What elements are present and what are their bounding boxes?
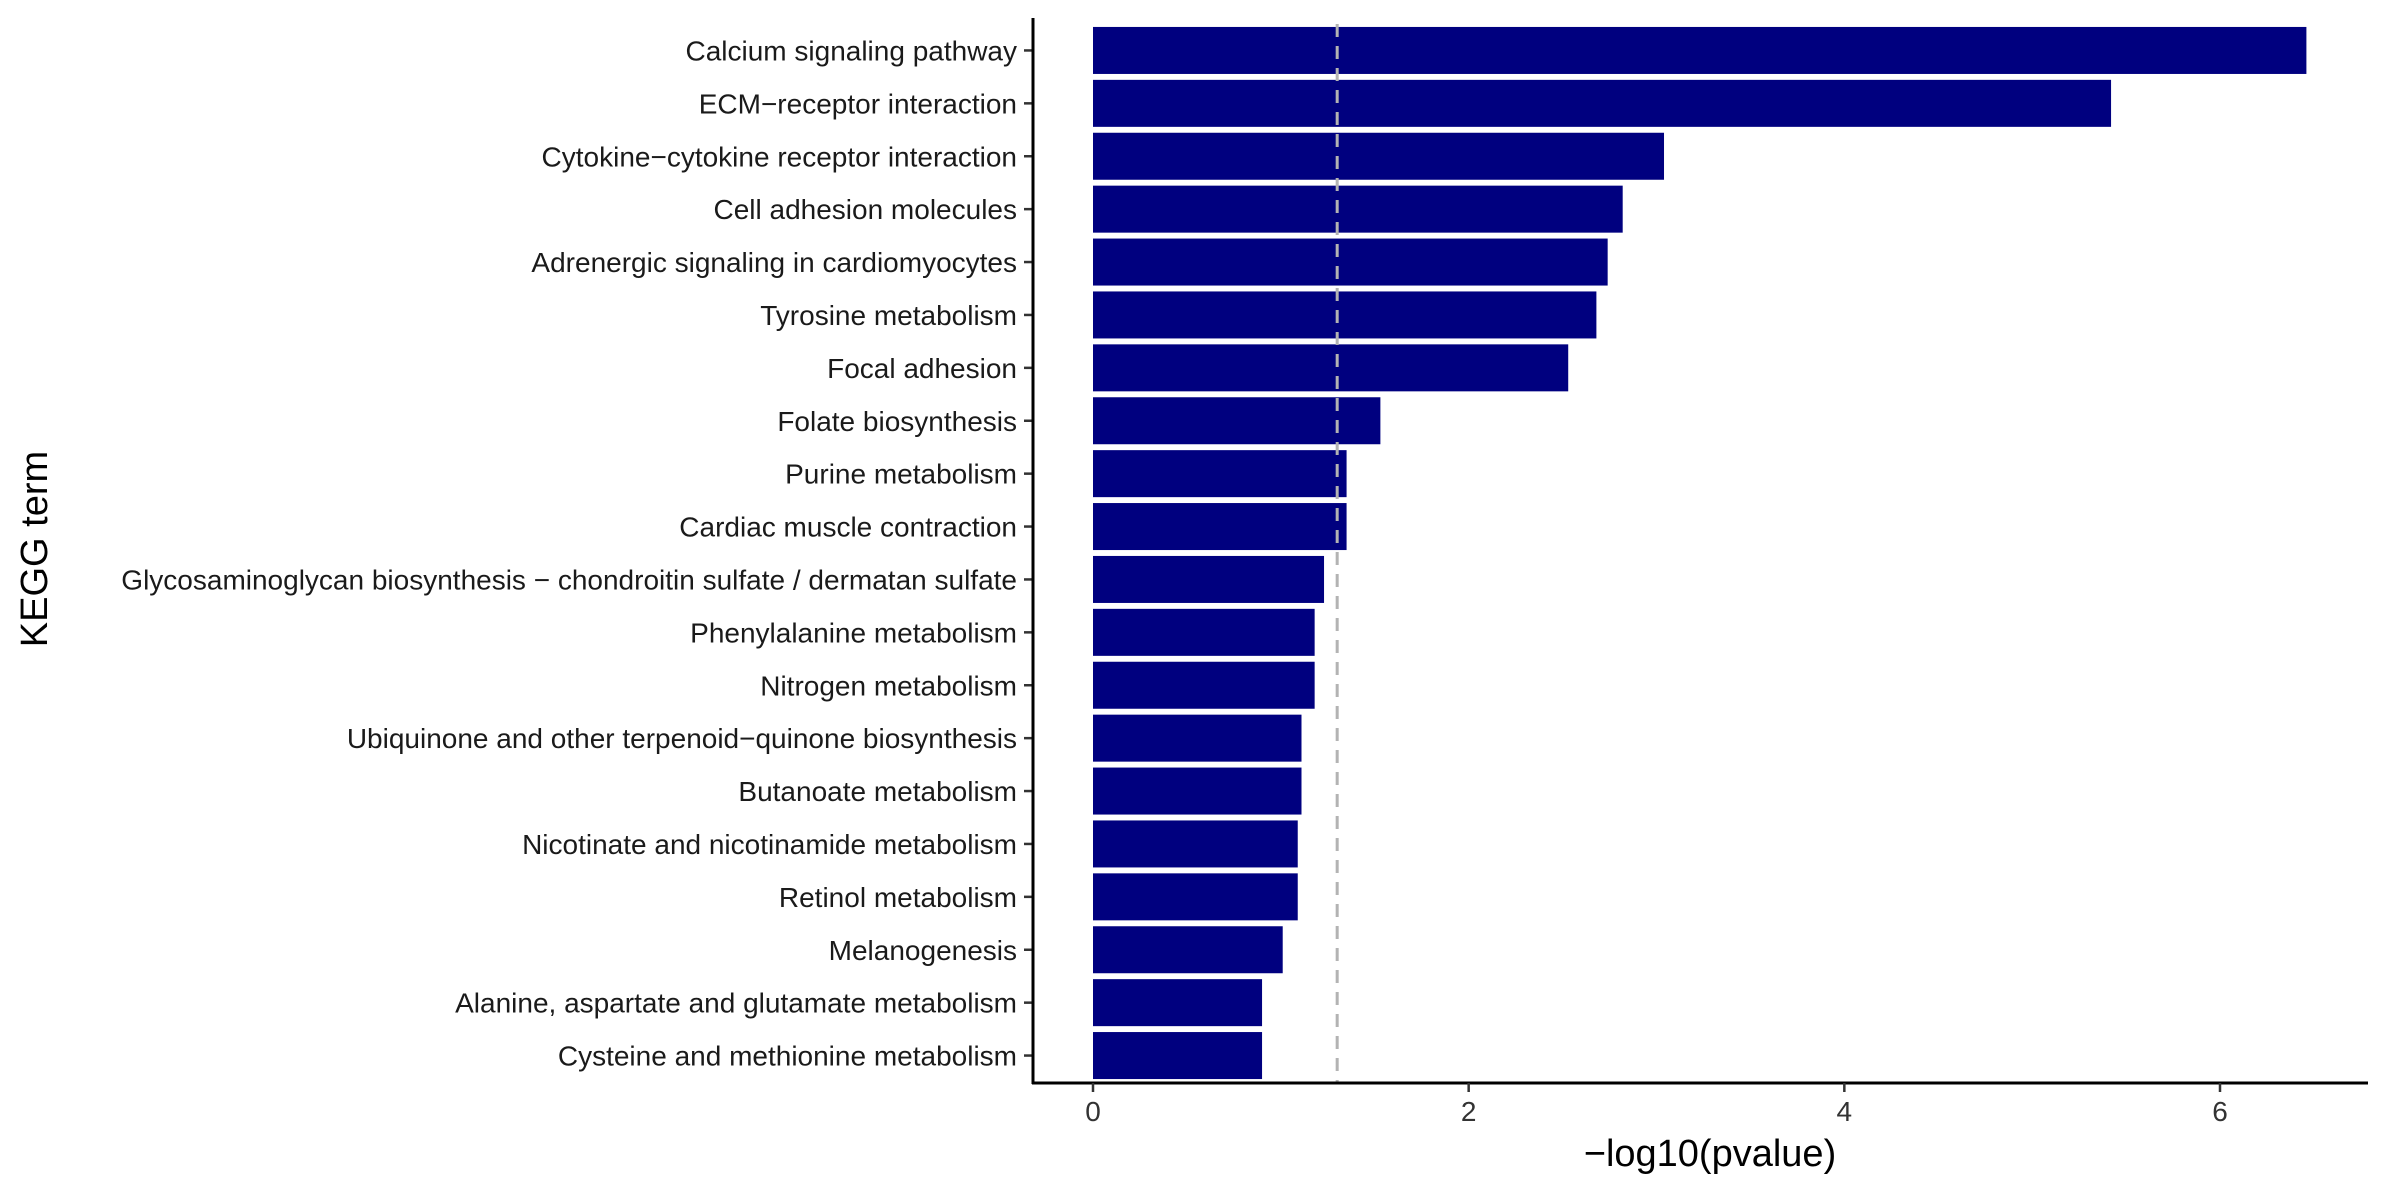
category-label: Cytokine−cytokine receptor interaction [542,141,1017,172]
bar-18 [1093,926,1283,974]
category-label: Nitrogen metabolism [760,670,1017,701]
category-label: Alanine, aspartate and glutamate metabol… [455,988,1017,1019]
category-label: Tyrosine metabolism [760,300,1017,331]
category-label: Purine metabolism [785,459,1017,490]
category-label: Folate biosynthesis [777,406,1017,437]
category-label: Cardiac muscle contraction [679,512,1017,543]
category-label: Glycosaminoglycan biosynthesis − chondro… [121,564,1017,595]
x-axis-title: −log10(pvalue) [1584,1133,1836,1175]
category-label: Butanoate metabolism [738,776,1017,807]
bar-8 [1093,397,1381,445]
category-label: Phenylalanine metabolism [690,617,1017,648]
bar-19 [1093,979,1263,1027]
category-label: Adrenergic signaling in cardiomyocytes [531,247,1017,278]
category-label: Focal adhesion [827,353,1017,384]
category-label: Retinol metabolism [779,882,1017,913]
bar-2 [1093,79,2112,127]
x-tick-label: 6 [2212,1096,2228,1127]
bar-6 [1093,291,1597,339]
category-label: Calcium signaling pathway [685,35,1017,66]
bar-11 [1093,555,1325,603]
category-label: Cell adhesion molecules [713,194,1017,225]
x-tick-label: 0 [1085,1096,1101,1127]
bars-layer [1093,26,2307,1080]
bar-13 [1093,661,1315,709]
category-label: Melanogenesis [829,935,1017,966]
bar-10 [1093,503,1347,551]
bar-9 [1093,450,1347,498]
bar-20 [1093,1032,1263,1080]
bar-5 [1093,238,1608,286]
bar-4 [1093,185,1623,233]
category-label: ECM−receptor interaction [699,88,1017,119]
category-label: Ubiquinone and other terpenoid−quinone b… [347,723,1017,754]
bar-1 [1093,26,2307,74]
bar-15 [1093,767,1302,815]
category-label: Nicotinate and nicotinamide metabolism [522,829,1017,860]
labels-layer: Calcium signaling pathway ECM−receptor in… [121,35,1017,1071]
bar-7 [1093,344,1569,392]
y-axis-title: KEGG term [14,451,56,647]
x-tick-label: 2 [1461,1096,1477,1127]
category-label: Cysteine and methionine metabolism [558,1041,1017,1072]
bar-3 [1093,132,1665,180]
bar-12 [1093,608,1315,656]
bar-16 [1093,820,1298,868]
x-tick-label: 4 [1837,1096,1853,1127]
bar-14 [1093,714,1302,762]
axes-layer: 0 2 4 6 [1024,18,2368,1127]
bar-17 [1093,873,1298,921]
